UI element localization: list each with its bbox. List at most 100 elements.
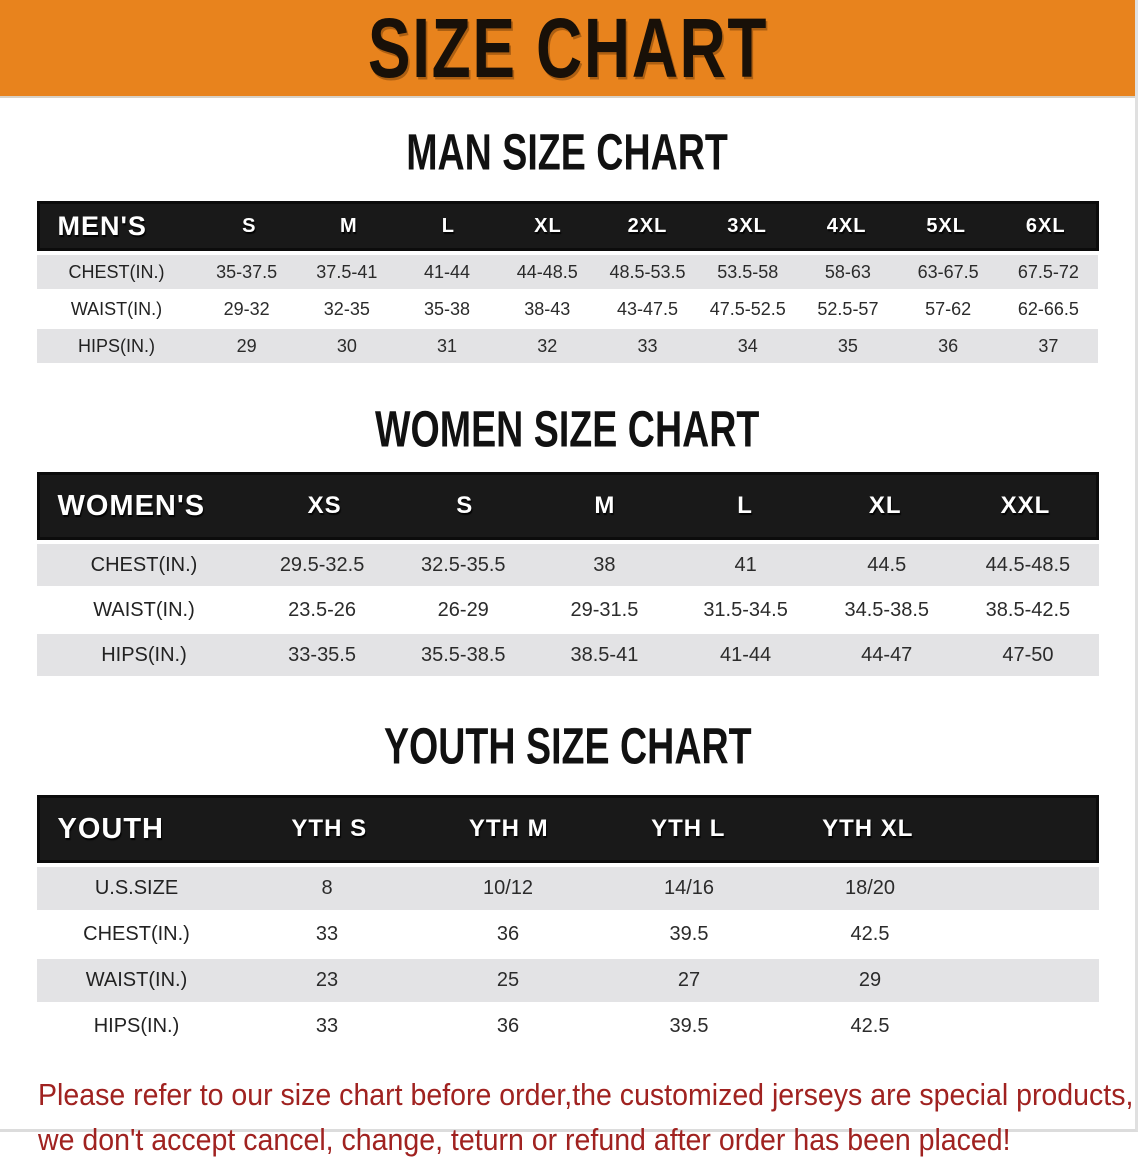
size-value-cell: 32 bbox=[497, 329, 598, 363]
size-value-cell: 38 bbox=[533, 544, 675, 586]
disclaimer-line-2: we don't accept cancel, change, teturn o… bbox=[38, 1122, 1011, 1157]
size-column-header: M bbox=[594, 492, 616, 519]
size-value-cell: 35.5-38.5 bbox=[392, 634, 534, 676]
size-value-cell: 63-67.5 bbox=[898, 255, 999, 289]
size-value-cell: 32.5-35.5 bbox=[392, 544, 534, 586]
size-value-cell: 37.5-41 bbox=[296, 255, 397, 289]
disclaimer-text: Please refer to our size chart before or… bbox=[38, 1072, 1133, 1162]
size-column-header: XL bbox=[534, 214, 562, 237]
table-row: HIPS(IN.) 29 30 31 32 33 34 35 36 37 bbox=[36, 329, 1099, 363]
table-group-label: MEN'S bbox=[57, 210, 147, 241]
table-row: CHEST(IN.) 33 36 39.5 42.5 bbox=[36, 913, 1099, 956]
size-value-cell: 47-50 bbox=[957, 634, 1099, 676]
size-value-cell: 48.5-53.5 bbox=[597, 255, 698, 289]
row-label: WAIST(IN.) bbox=[36, 589, 252, 631]
row-spacer bbox=[960, 1005, 1099, 1048]
table-row: HIPS(IN.) 33-35.5 35.5-38.5 38.5-41 41-44 44-… bbox=[36, 634, 1099, 676]
table-row: WAIST(IN.) 23.5-26 26-29 29-31.5 31.5-34.5 34… bbox=[36, 589, 1099, 631]
section-heading-youth: YOUTH SIZE CHART bbox=[0, 716, 1135, 775]
size-value-cell: 34.5-38.5 bbox=[816, 589, 958, 631]
row-spacer bbox=[960, 913, 1099, 956]
size-value-cell: 42.5 bbox=[779, 1005, 961, 1048]
size-value-cell: 36 bbox=[417, 913, 599, 956]
size-value-cell: 57-62 bbox=[898, 292, 999, 326]
section-heading-men: MAN SIZE CHART bbox=[0, 122, 1135, 181]
size-value-cell: 29-32 bbox=[196, 292, 297, 326]
size-value-cell: 35 bbox=[797, 329, 899, 363]
size-value-cell: 31.5-34.5 bbox=[675, 589, 817, 631]
size-value-cell: 38.5-41 bbox=[533, 634, 675, 676]
size-column-header: 5XL bbox=[926, 214, 966, 237]
size-value-cell: 38.5-42.5 bbox=[957, 589, 1099, 631]
size-value-cell: 39.5 bbox=[598, 1005, 780, 1048]
size-value-cell: 44-48.5 bbox=[497, 255, 598, 289]
size-column-header: XL bbox=[868, 492, 902, 519]
size-value-cell: 44-47 bbox=[816, 634, 958, 676]
size-column-header: 3XL bbox=[727, 214, 767, 237]
size-value-cell: 34 bbox=[697, 329, 798, 363]
row-spacer bbox=[960, 867, 1099, 910]
section-heading-youth-text: YOUTH SIZE CHART bbox=[383, 716, 752, 775]
size-value-cell: 35-38 bbox=[396, 292, 498, 326]
size-value-cell: 31 bbox=[396, 329, 498, 363]
size-value-cell: 36 bbox=[417, 1005, 599, 1048]
womens-table-body: CHEST(IN.) 29.5-32.5 32.5-35.5 38 41 44.5 44.5… bbox=[36, 544, 1099, 676]
size-value-cell: 41 bbox=[675, 544, 817, 586]
size-value-cell: 43-47.5 bbox=[597, 292, 698, 326]
banner-title: SIZE CHART bbox=[367, 0, 768, 95]
size-value-cell: 8 bbox=[236, 867, 418, 910]
size-value-cell: 18/20 bbox=[779, 867, 961, 910]
size-column-header: L bbox=[737, 492, 753, 519]
size-value-cell: 32-35 bbox=[296, 292, 397, 326]
table-row: HIPS(IN.) 33 36 39.5 42.5 bbox=[36, 1005, 1099, 1048]
size-value-cell: 33 bbox=[597, 329, 698, 363]
size-value-cell: 14/16 bbox=[598, 867, 780, 910]
size-column-header: XXL bbox=[1000, 492, 1051, 519]
size-value-cell: 33 bbox=[236, 913, 418, 956]
size-column-header: S bbox=[456, 492, 474, 519]
size-value-cell: 29.5-32.5 bbox=[251, 544, 393, 586]
youth-table-body: U.S.SIZE 8 10/12 14/16 18/20 CHEST(IN.) 33 36 39… bbox=[36, 867, 1099, 1048]
row-label: HIPS(IN.) bbox=[36, 329, 197, 363]
size-column-header: YTH L bbox=[651, 815, 726, 842]
womens-size-table: WOMEN'S XS S M L XL XXL CHEST(IN.) 29.5-32.5 32.… bbox=[36, 472, 1099, 676]
size-value-cell: 37 bbox=[998, 329, 1099, 363]
size-column-header: YTH XL bbox=[822, 815, 914, 842]
row-spacer bbox=[960, 959, 1099, 1002]
size-column-header: 4XL bbox=[826, 214, 867, 237]
section-heading-women: WOMEN SIZE CHART bbox=[0, 400, 1135, 457]
row-label: CHEST(IN.) bbox=[36, 913, 237, 956]
mens-size-table: MEN'S S M L XL 2XL 3XL 4XL 5XL 6XL CHEST(IN.) 35-3… bbox=[36, 201, 1099, 363]
size-column-header: L bbox=[441, 214, 455, 237]
size-value-cell: 33 bbox=[236, 1005, 418, 1048]
size-value-cell: 47.5-52.5 bbox=[697, 292, 798, 326]
row-label: WAIST(IN.) bbox=[36, 959, 237, 1002]
table-row: WAIST(IN.) 23 25 27 29 bbox=[36, 959, 1099, 1002]
size-column-header: XS bbox=[307, 492, 342, 519]
youth-table-header: YOUTH YTH S YTH M YTH L YTH XL bbox=[36, 795, 1099, 863]
size-column-header: 6XL bbox=[1025, 214, 1066, 237]
size-value-cell: 42.5 bbox=[779, 913, 961, 956]
mens-table-body: CHEST(IN.) 35-37.5 37.5-41 41-44 44-48.5 48.5… bbox=[36, 255, 1099, 363]
row-label: U.S.SIZE bbox=[36, 867, 237, 910]
table-row: CHEST(IN.) 35-37.5 37.5-41 41-44 44-48.5 48.5… bbox=[36, 255, 1099, 289]
row-label: CHEST(IN.) bbox=[36, 255, 197, 289]
header-spacer bbox=[958, 798, 1096, 860]
size-column-header: YTH S bbox=[291, 815, 368, 842]
table-group-label: YOUTH bbox=[57, 812, 164, 845]
size-value-cell: 25 bbox=[417, 959, 599, 1002]
size-chart-banner: SIZE CHART bbox=[0, 0, 1135, 98]
size-value-cell: 33-35.5 bbox=[251, 634, 393, 676]
size-value-cell: 27 bbox=[598, 959, 780, 1002]
size-value-cell: 39.5 bbox=[598, 913, 780, 956]
table-row: U.S.SIZE 8 10/12 14/16 18/20 bbox=[36, 867, 1099, 910]
size-column-header: S bbox=[242, 214, 257, 237]
size-value-cell: 23.5-26 bbox=[251, 589, 393, 631]
section-heading-men-text: MAN SIZE CHART bbox=[406, 122, 729, 181]
size-value-cell: 10/12 bbox=[417, 867, 599, 910]
size-value-cell: 41-44 bbox=[675, 634, 817, 676]
size-value-cell: 29 bbox=[779, 959, 961, 1002]
size-value-cell: 38-43 bbox=[497, 292, 598, 326]
size-value-cell: 29 bbox=[196, 329, 297, 363]
size-value-cell: 53.5-58 bbox=[697, 255, 798, 289]
